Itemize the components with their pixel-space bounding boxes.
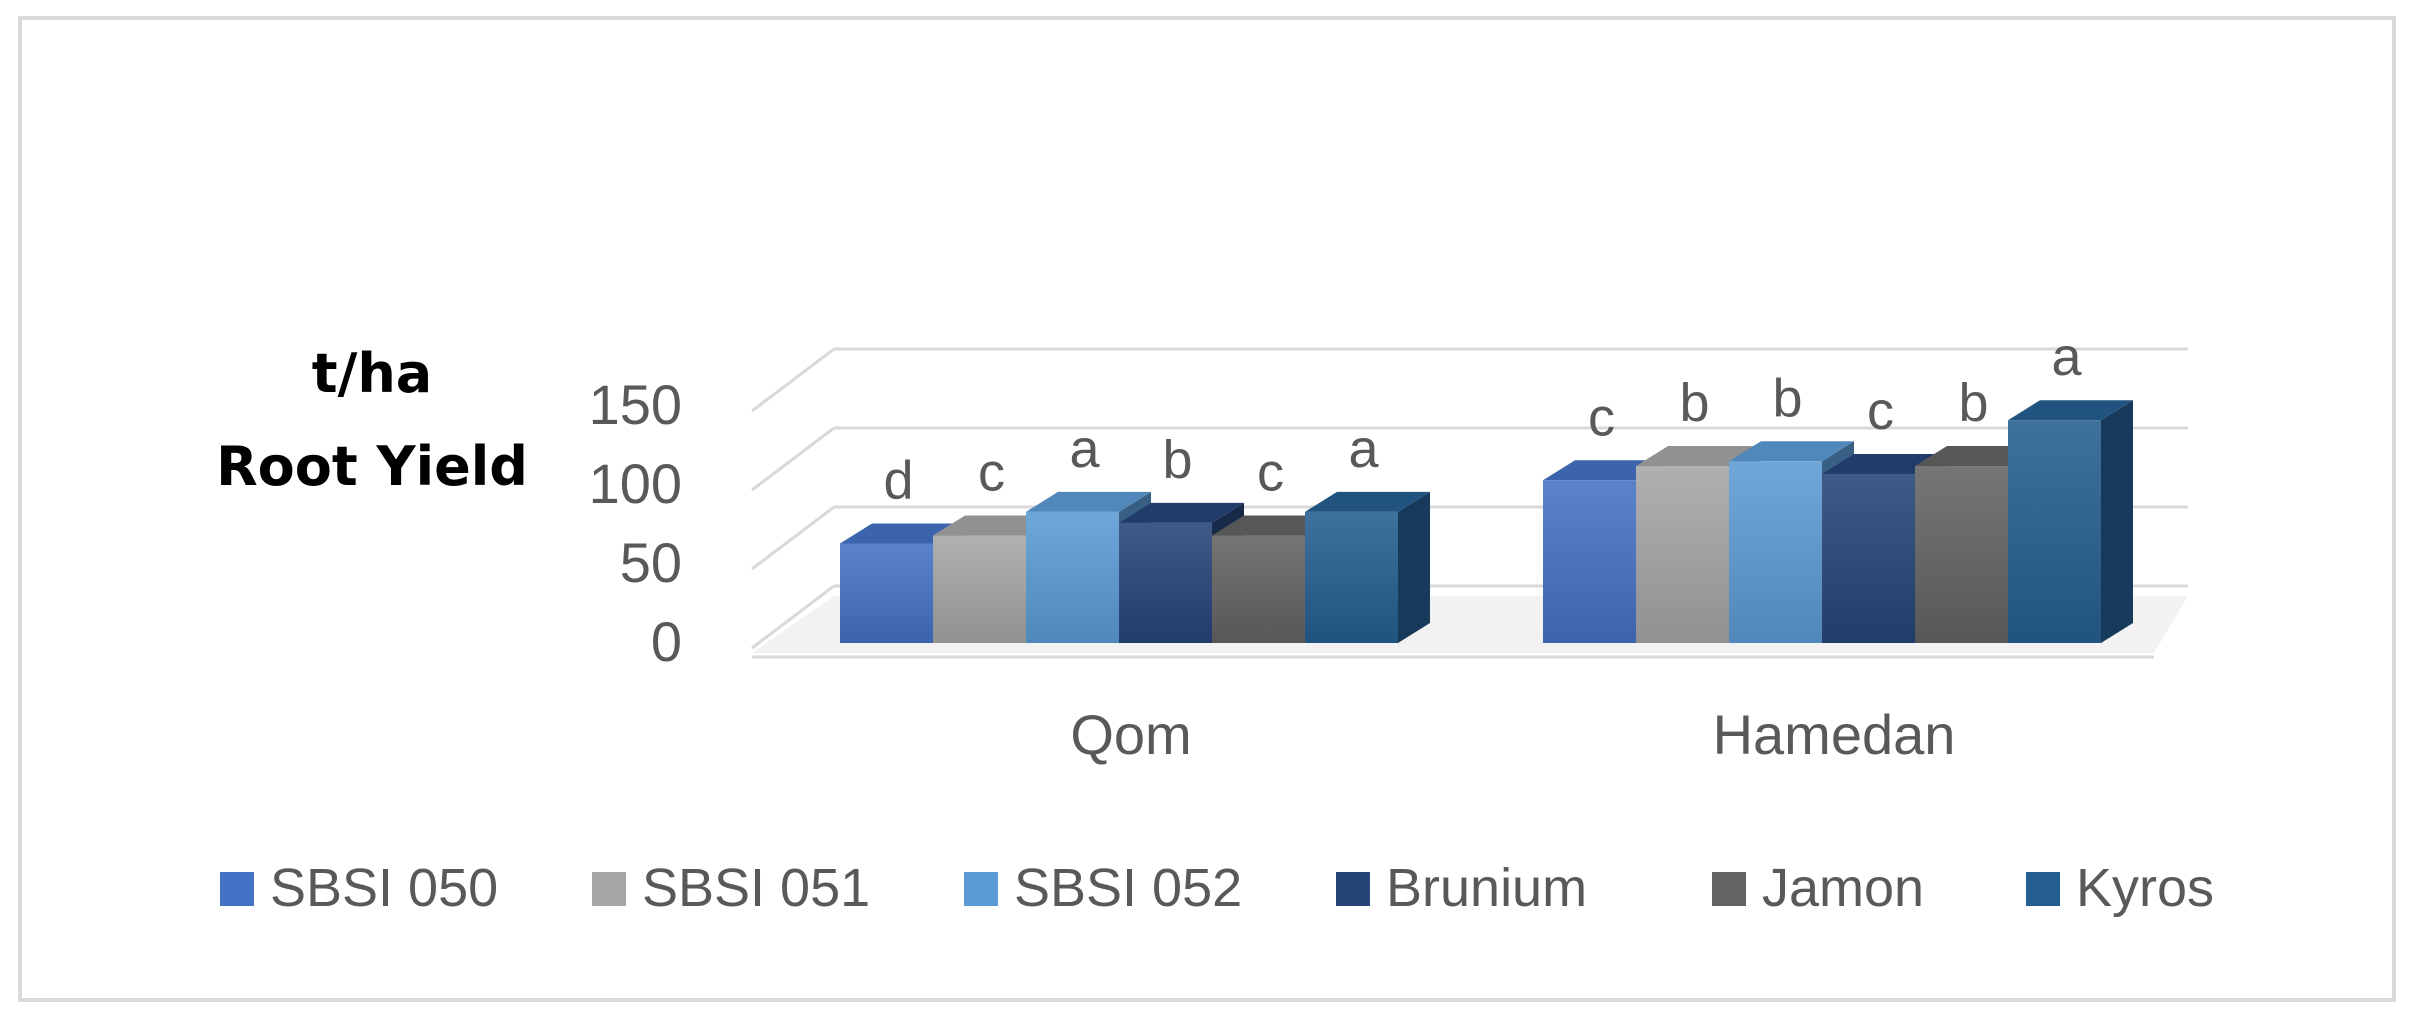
bar-top — [2008, 400, 2133, 421]
legend-item: SBSI 050 — [220, 858, 498, 918]
y-tick-label: 150 — [589, 373, 682, 436]
bar-front — [1305, 511, 1398, 643]
bar-front — [1729, 461, 1822, 643]
gridline-side — [751, 505, 835, 571]
bar-front — [1119, 522, 1212, 643]
category-label: Qom — [1070, 703, 1191, 766]
legend-swatch — [1336, 872, 1370, 906]
legend-item: SBSI 052 — [964, 858, 1242, 918]
bar-side — [2101, 400, 2133, 643]
bar-front — [1636, 466, 1729, 643]
bar-side — [1398, 491, 1430, 643]
legend-label: Brunium — [1386, 858, 1587, 918]
legend-label: Kyros — [2076, 858, 2214, 918]
significance-letter: c — [1588, 387, 1615, 447]
bar-front — [840, 543, 933, 643]
bar-front — [1915, 466, 2008, 643]
bar-top — [1305, 491, 1430, 512]
significance-letter: a — [1069, 419, 1100, 479]
significance-letter: c — [1257, 443, 1284, 503]
legend-label: SBSI 052 — [1014, 858, 1242, 918]
significance-letter: b — [1958, 373, 1988, 433]
significance-letter: b — [1162, 430, 1192, 490]
category-label: Hamedan — [1713, 703, 1956, 766]
bars — [840, 400, 2133, 643]
legend-swatch — [964, 872, 998, 906]
significance-letter: c — [1867, 381, 1894, 441]
bar-front — [2008, 420, 2101, 643]
bar-front — [1026, 511, 1119, 643]
y-tick-label: 0 — [651, 610, 682, 673]
legend-label: Jamon — [1762, 858, 1924, 918]
legend-label: SBSI 051 — [642, 858, 870, 918]
bar-front — [1822, 473, 1915, 643]
legend-swatch — [2026, 872, 2060, 906]
gridline-side — [751, 584, 835, 650]
significance-letter: d — [883, 450, 913, 510]
root-yield-bar-chart: d c a b c a c b b c b a 0 50 100 150 Qom Hamedan t/ha R… — [216, 327, 2214, 918]
significance-letter: c — [978, 443, 1005, 503]
legend-swatch — [220, 872, 254, 906]
category-labels: Qom Hamedan — [1070, 703, 1955, 766]
gridline-side — [751, 426, 835, 492]
bar-front — [933, 535, 1026, 643]
significance-letter: b — [1679, 373, 1709, 433]
y-axis-label-line-2: Root Yield — [216, 435, 528, 498]
bar-front — [1212, 535, 1305, 643]
y-tick-label: 50 — [620, 531, 682, 594]
significance-letter: b — [1772, 368, 1802, 428]
bar-front — [1543, 480, 1636, 643]
legend-item: SBSI 051 — [592, 858, 870, 918]
significance-letter: a — [1348, 419, 1379, 479]
legend-item: Brunium — [1336, 858, 1587, 918]
bar — [1305, 491, 1430, 643]
legend-swatch — [592, 872, 626, 906]
legend-swatch — [1712, 872, 1746, 906]
y-tick-labels: 0 50 100 150 — [589, 373, 682, 673]
significance-letters: d c a b c a c b b c b a — [883, 327, 2082, 510]
bar-top — [1729, 441, 1854, 462]
y-tick-label: 100 — [589, 452, 682, 515]
bar — [2008, 400, 2133, 643]
gridline-side — [751, 347, 835, 413]
chart-frame: d c a b c a c b b c b a 0 50 100 150 Qom Hamedan t/ha R… — [18, 16, 2396, 1002]
legend: SBSI 050 SBSI 051 SBSI 052 Brunium Jamon Kyro… — [220, 858, 2214, 918]
bar-top — [1026, 491, 1151, 512]
bar-top — [1119, 502, 1244, 523]
legend-item: Jamon — [1712, 858, 1924, 918]
y-axis-label-line-1: t/ha — [312, 342, 432, 405]
legend-item: Kyros — [2026, 858, 2214, 918]
significance-letter: a — [2051, 327, 2082, 387]
legend-label: SBSI 050 — [270, 858, 498, 918]
